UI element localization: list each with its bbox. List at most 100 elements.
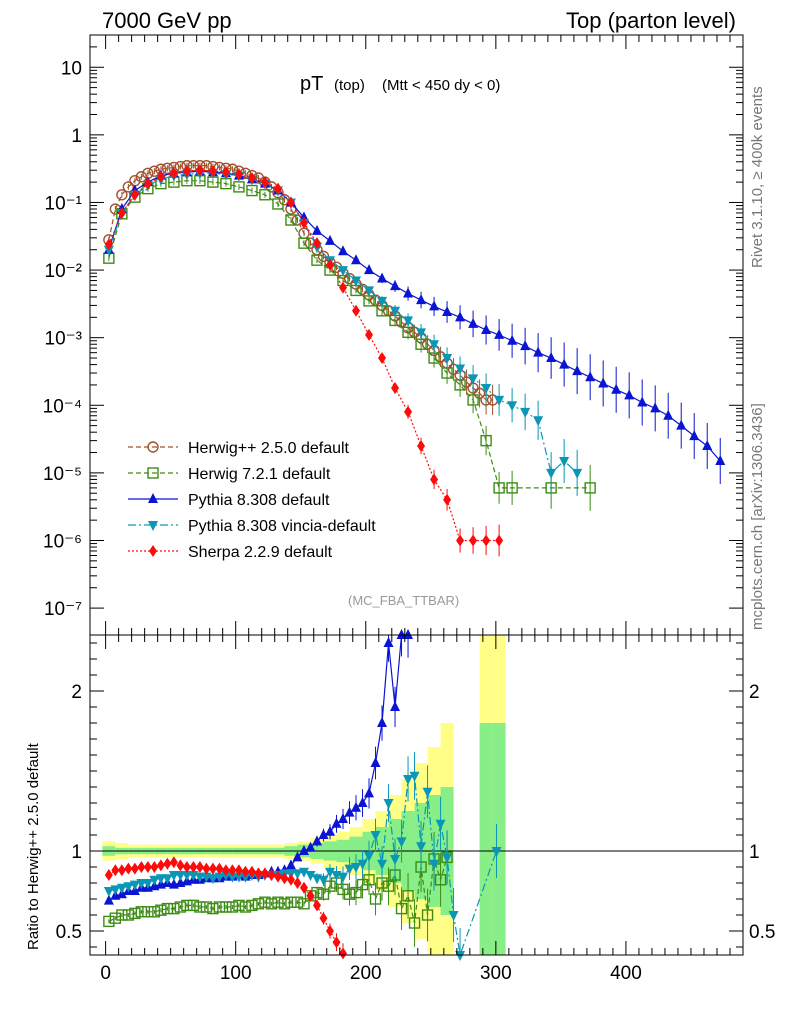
ratio-point: [318, 875, 329, 886]
ratio-point: [382, 880, 395, 892]
ratio-point: [228, 864, 237, 877]
ratio-point: [293, 877, 302, 889]
data-point: [174, 160, 187, 173]
ratio-point: [116, 909, 128, 921]
ratio-point: [311, 835, 322, 846]
legend-label: Pythia 8.308 default: [188, 492, 330, 509]
legend-marker: [147, 467, 159, 479]
ratio-point: [435, 819, 446, 830]
ratio-point: [455, 951, 466, 961]
ratio-point: [226, 901, 239, 913]
ratio-point: [265, 898, 278, 910]
ratio-point: [234, 864, 243, 877]
ratio-point: [357, 859, 368, 870]
legend-marker: [147, 441, 159, 453]
ratio-point: [194, 872, 205, 883]
ratio-point: [129, 907, 141, 920]
ratio-point: [324, 867, 335, 878]
ratio-point: [200, 901, 213, 913]
ratio-point: [182, 861, 191, 873]
ratio-point: [124, 862, 133, 875]
ratio-point: [109, 912, 122, 924]
ratio-point: [241, 865, 250, 878]
ratio-point: [317, 888, 330, 900]
data-point: [260, 176, 269, 189]
ratio-point: [176, 859, 185, 872]
ratio-point: [390, 855, 401, 865]
ratio-point: [292, 851, 303, 862]
data-point: [455, 311, 466, 322]
data-point: [272, 198, 284, 210]
ratio-y-tick-label-right: 0.5: [749, 922, 775, 943]
data-point: [130, 188, 139, 201]
data-point: [324, 234, 335, 245]
ratio-point: [312, 899, 321, 912]
ratio-point: [319, 912, 328, 925]
ratio-point: [285, 896, 297, 908]
data-point: [416, 328, 427, 339]
ratio-point: [363, 874, 375, 886]
ratio-plot-panel: 0.5 0.5 1 1 2 2 0 100 200 300 400 Ratio to Herwig+…: [25, 629, 775, 984]
data-point: [351, 276, 362, 287]
data-point: [161, 162, 174, 175]
data-point: [148, 165, 161, 177]
ratio-point: [331, 817, 342, 828]
ratio-point: [286, 873, 295, 886]
ratio-point: [344, 806, 355, 817]
data-point: [285, 214, 297, 226]
data-point: [299, 216, 308, 229]
y-tick-label: 10⁻⁷: [44, 599, 82, 620]
data-point: [104, 238, 113, 251]
header-right: Top (parton level): [566, 8, 736, 33]
data-point: [702, 439, 713, 450]
ratio-point: [390, 701, 401, 711]
ratio-point: [207, 874, 218, 885]
data-point: [352, 304, 361, 317]
data-point: [546, 352, 557, 363]
ratio-point: [220, 901, 232, 913]
plot-title-cut: (Mtt < 450 dy < 0): [382, 77, 500, 94]
legend-marker: [148, 521, 158, 531]
ratio-point: [434, 874, 447, 886]
ratio-plot-frame: [89, 634, 744, 956]
data-point: [468, 374, 479, 385]
data-point: [572, 468, 583, 479]
data-point: [507, 401, 518, 412]
data-point: [377, 272, 388, 283]
x-tick-label: 400: [610, 963, 642, 984]
ratio-y-tick-label-right: 1: [749, 842, 760, 863]
data-point: [442, 354, 453, 365]
y-tick-label: 1: [71, 126, 82, 147]
rivet-label: Rivet 3.1.10, ≥ 400k events: [749, 86, 766, 268]
series-line: [108, 165, 493, 401]
ratio-point: [233, 872, 244, 883]
ratio-point: [239, 901, 252, 913]
ratio-y-tick-label-right: 2: [749, 682, 760, 703]
data-point: [494, 395, 505, 406]
ratio-point: [324, 825, 335, 836]
data-point: [495, 534, 504, 547]
data-point: [572, 365, 583, 376]
y-tick-label: 10⁻⁴: [43, 396, 82, 417]
ratio-point: [161, 902, 174, 915]
ratio-y-tick-label: 0.5: [56, 922, 82, 943]
ratio-point: [123, 882, 134, 893]
data-point: [416, 294, 427, 305]
ratio-point: [202, 862, 211, 875]
data-point: [311, 224, 322, 235]
ratio-point: [273, 870, 282, 883]
data-point: [117, 206, 126, 219]
ratio-point: [306, 889, 315, 902]
band-green: [492, 723, 506, 955]
ratio-point: [208, 862, 217, 875]
data-point: [116, 189, 128, 201]
ratio-point: [305, 871, 316, 881]
series-line: [108, 180, 591, 489]
data-point: [156, 170, 165, 183]
data-point: [122, 181, 135, 193]
ratio-series-3: [104, 856, 348, 960]
ratio-point: [169, 856, 178, 869]
ratio-series-0: [103, 830, 453, 947]
ratio-y-tick-label: 2: [71, 682, 82, 703]
data-point: [286, 196, 295, 209]
